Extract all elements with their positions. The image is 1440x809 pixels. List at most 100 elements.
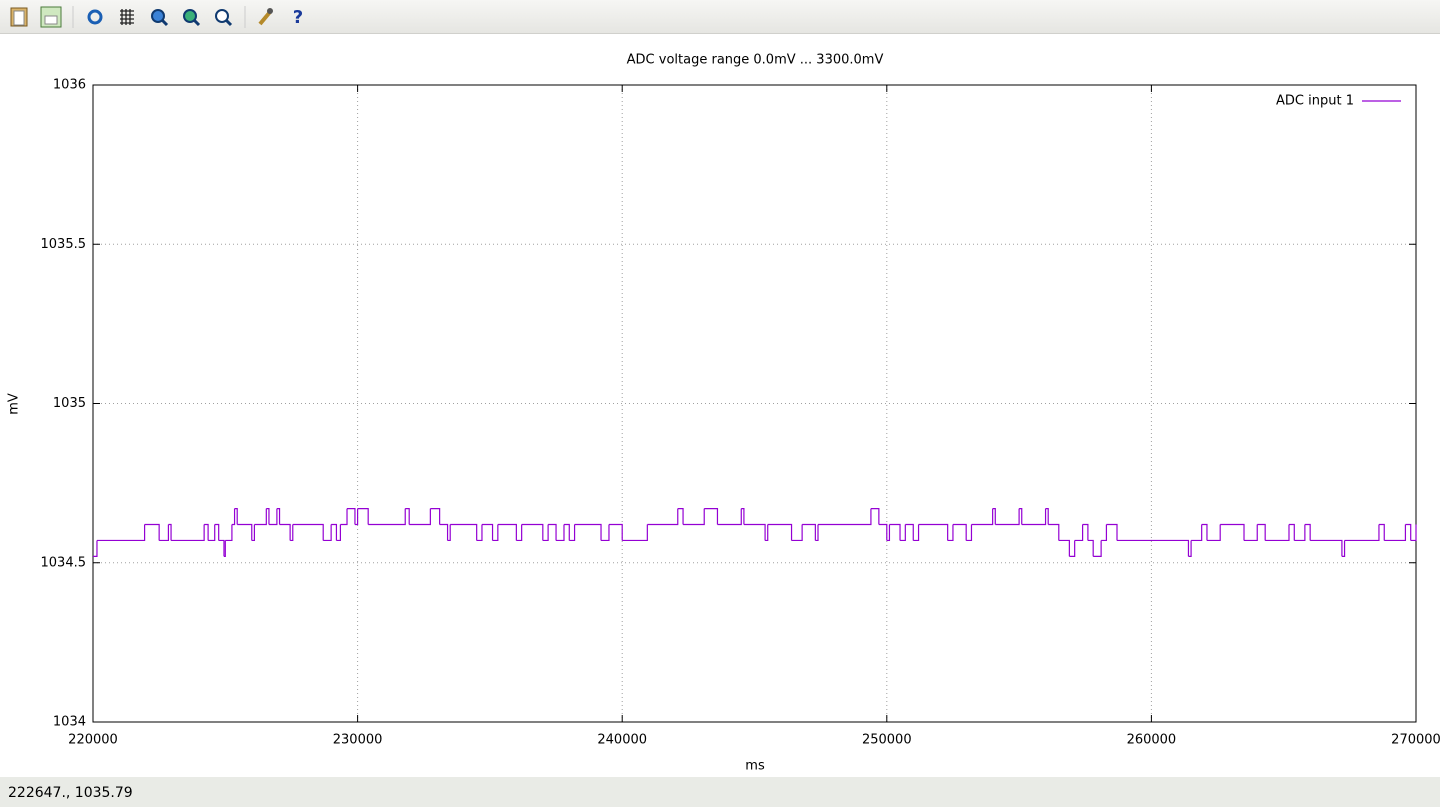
line-segment	[214, 523, 220, 541]
line-segment	[266, 508, 270, 525]
line-segment	[96, 524, 146, 542]
line-segment	[450, 523, 478, 541]
line-segment	[815, 524, 819, 542]
line-segment	[1384, 524, 1407, 542]
line-segment	[683, 508, 705, 526]
line-segment	[995, 508, 1020, 526]
line-segment	[802, 523, 816, 541]
line-segment	[622, 524, 648, 542]
y-tick-label: 1034	[53, 715, 86, 730]
line-segment	[357, 508, 369, 525]
line-segment	[279, 523, 291, 541]
line-segment	[1191, 524, 1203, 542]
zoom-next-button[interactable]	[183, 9, 201, 27]
line-segment	[677, 508, 684, 525]
line-segment	[481, 523, 494, 541]
line-segment	[447, 524, 451, 542]
line-segment	[268, 508, 278, 526]
line-segment	[237, 523, 253, 541]
line-segment	[340, 508, 348, 526]
line-segment	[290, 524, 294, 542]
line-segment	[1082, 523, 1089, 541]
line-segment	[497, 523, 517, 541]
line-segment	[647, 508, 679, 526]
line-segment	[1378, 523, 1385, 541]
x-tick-label: 240000	[597, 733, 647, 748]
help-button[interactable]: ?	[293, 7, 303, 28]
line-segment	[292, 523, 324, 541]
line-segment	[556, 524, 565, 542]
export-button[interactable]	[40, 6, 62, 28]
line-segment	[409, 508, 431, 526]
line-segment	[741, 508, 745, 525]
line-segment	[331, 523, 338, 541]
grid-button[interactable]	[120, 9, 134, 25]
line-segment	[1117, 539, 1190, 557]
x-tick-label: 260000	[1127, 733, 1177, 748]
line-segment	[1344, 524, 1380, 542]
chart: ADC voltage range 0.0mV ... 3300.0mV ms …	[7, 53, 1440, 774]
line-segment	[1045, 508, 1049, 525]
line-segment	[347, 508, 356, 525]
line-segment	[542, 524, 549, 542]
line-segment	[439, 523, 449, 541]
line-segment	[1310, 539, 1343, 557]
line-segment	[818, 508, 872, 526]
line-segment	[1048, 523, 1060, 541]
line-segment	[765, 524, 769, 542]
line-segment	[516, 524, 523, 542]
line-segment	[231, 508, 236, 526]
line-segment	[93, 540, 98, 557]
line-segment	[492, 524, 499, 542]
line-segment	[913, 524, 920, 542]
line-segment	[171, 524, 205, 542]
line-segment	[521, 523, 544, 541]
line-segment	[323, 524, 332, 542]
line-segment	[1410, 524, 1417, 542]
line-segment	[354, 508, 359, 526]
x-tick-label: 220000	[68, 733, 118, 748]
y-tick-label: 1035.5	[41, 237, 87, 252]
status-text: 222647., 1035.79	[8, 785, 133, 801]
zoom-prev-button[interactable]	[151, 9, 169, 27]
status-bar: 222647., 1035.79	[0, 777, 1440, 807]
line-segment	[905, 523, 914, 541]
y-tick-label: 1035	[53, 396, 86, 411]
settings-button[interactable]	[258, 8, 273, 26]
line-segment	[218, 539, 225, 557]
plot-border	[92, 84, 1417, 723]
autoscale-button[interactable]	[215, 9, 233, 27]
line-segment	[1405, 523, 1412, 541]
line-segment	[548, 523, 557, 541]
line-segment	[1257, 523, 1266, 541]
y-tick-label: 1034.5	[41, 555, 87, 570]
line-segment	[601, 524, 610, 542]
line-segment	[1206, 524, 1221, 542]
line-segment	[204, 523, 209, 541]
line-segment	[223, 540, 226, 557]
line-segment	[1087, 539, 1094, 557]
line-segment	[889, 523, 901, 541]
y-axis-label: mV	[7, 393, 22, 415]
line-segment	[208, 524, 216, 542]
line-segment	[1288, 523, 1295, 541]
line-segment	[608, 523, 623, 541]
line-segment	[574, 523, 602, 541]
line-segment	[430, 508, 441, 525]
copy-button[interactable]	[10, 7, 28, 27]
line-segment	[234, 508, 238, 525]
line-segment	[918, 523, 949, 541]
line-segment	[159, 524, 170, 542]
line-segment	[791, 524, 803, 542]
line-segment	[704, 508, 719, 525]
line-segment	[1058, 539, 1070, 557]
line-segment	[476, 524, 483, 542]
line-segment	[1304, 523, 1311, 541]
line-segment	[405, 508, 410, 525]
legend-label: ADC input 1	[1276, 94, 1354, 109]
svg-text:?: ?	[293, 7, 303, 28]
line-segment	[1106, 523, 1118, 541]
toolbar: ?	[0, 0, 1440, 34]
line-segment	[368, 508, 406, 526]
replot-button[interactable]	[87, 9, 103, 25]
